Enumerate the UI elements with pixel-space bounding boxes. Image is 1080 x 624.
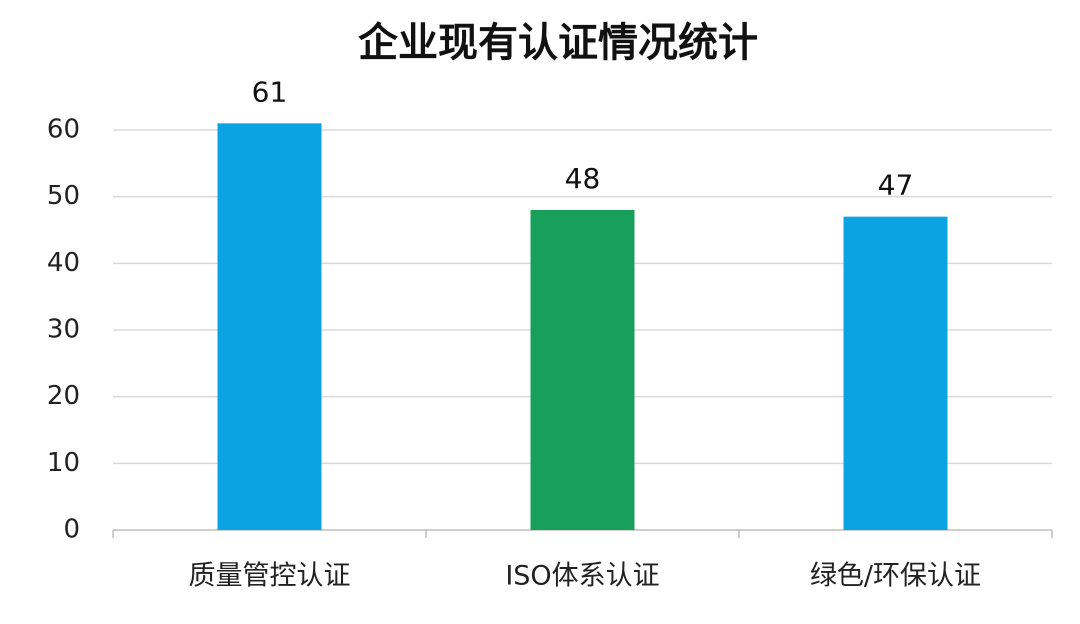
y-tick-label: 60: [47, 115, 80, 145]
value-label: 61: [252, 75, 288, 108]
bar: [217, 123, 322, 530]
y-tick-label: 0: [63, 515, 80, 545]
value-label: 47: [878, 169, 914, 202]
y-tick-label: 20: [47, 381, 80, 411]
bar: [530, 210, 635, 530]
x-tick-label: ISO体系认证: [505, 561, 659, 592]
x-tick-label: 质量管控认证: [189, 561, 351, 592]
x-tick-label: 绿色/环保认证: [810, 561, 981, 592]
bar: [843, 216, 948, 530]
chart-title: 企业现有认证情况统计: [358, 20, 758, 66]
value-label: 48: [565, 162, 601, 195]
y-tick-label: 40: [47, 248, 80, 278]
y-tick-label: 30: [47, 315, 80, 345]
y-tick-label: 10: [47, 448, 80, 478]
y-tick-label: 50: [47, 181, 80, 211]
